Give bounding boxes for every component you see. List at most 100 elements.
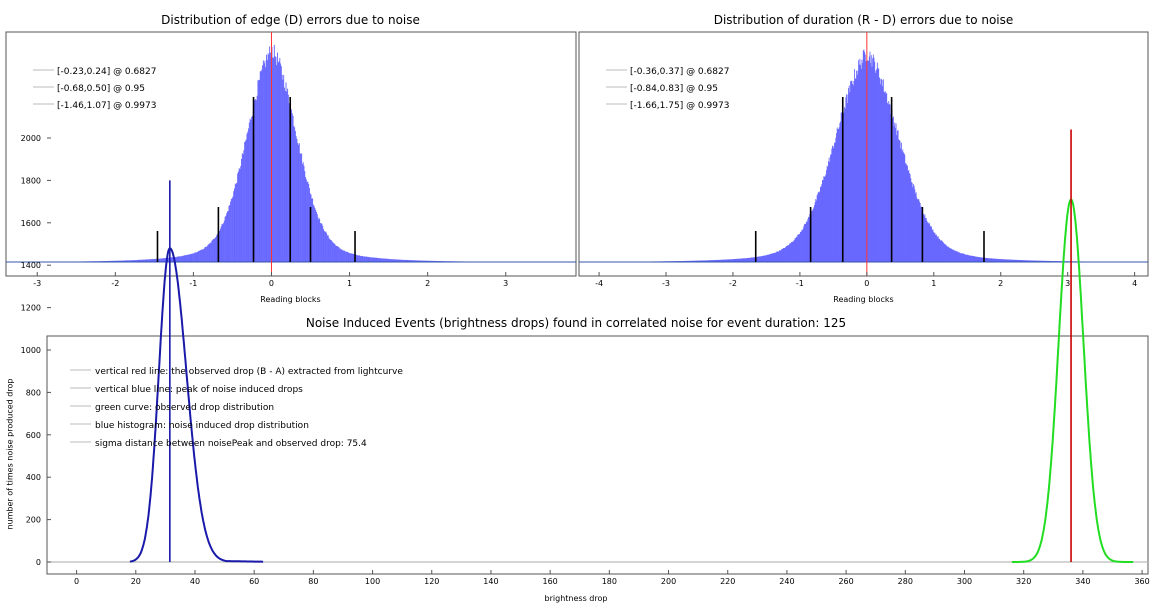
chart2-hist-bar (979, 257, 981, 262)
chart2-hist-bar (961, 253, 963, 262)
chart2-hist-bar (747, 257, 748, 262)
chart2-hist-bar (1020, 260, 1022, 262)
chart1-hist-bar (233, 191, 235, 262)
chart2-hist-bar (1042, 260, 1044, 262)
chart1-hist-bar (123, 260, 125, 262)
chart2-hist-bar (982, 257, 984, 262)
chart1-hist-bar (123, 260, 125, 262)
chart1-hist-bar (401, 259, 403, 262)
chart1-hist-bar (402, 259, 404, 262)
chart2-hist-bar (951, 248, 953, 262)
chart2-hist-bar (730, 259, 732, 262)
chart1-hist-bar (263, 63, 265, 262)
chart1-hist-bar (213, 238, 215, 262)
chart1-hist-bar (326, 235, 328, 262)
chart2-hist-bar (964, 254, 966, 262)
chart2-hist-bar (1028, 260, 1030, 262)
chart1-hist-bar (249, 118, 251, 263)
chart2-hist-bar (864, 51, 866, 262)
chart2-hist-bar (916, 197, 918, 262)
chart1-hist-bar (393, 259, 395, 262)
chart1-hist-bar (266, 54, 267, 262)
chart2-hist-bar (757, 256, 759, 262)
chart1-hist-bar (296, 138, 298, 262)
chart2-xtick-label: -3 (662, 279, 670, 288)
chart2-hist-bar (729, 259, 731, 262)
chart1-hist-bar (143, 259, 145, 262)
chart2-hist-bar (787, 245, 789, 262)
chart1-hist-bar (274, 56, 276, 262)
chart2-hist-bar (720, 259, 722, 262)
chart1-hist-bar (145, 259, 147, 262)
chart2-hist-bar (1022, 260, 1024, 262)
chart2-hist-bar (702, 260, 704, 262)
chart2-hist-bar (993, 258, 995, 262)
chart2-hist-bar (925, 217, 927, 262)
chart2-hist-bar (821, 184, 823, 262)
chart2-hist-bar (976, 256, 978, 262)
chart2-hist-bar (711, 260, 713, 262)
chart1-hist-bar (140, 259, 142, 262)
chart2-hist-bar (841, 112, 843, 262)
chart2-hist-bar (794, 238, 796, 262)
chart1-hist-bar (154, 258, 156, 262)
chart2-hist-bar (883, 91, 885, 262)
chart1-hist-bar (267, 53, 269, 262)
chart1-hist-bar (168, 257, 170, 262)
chart1-hist-bar (287, 88, 289, 262)
chart1-hist-bar (294, 130, 296, 262)
chart2-title: Distribution of duration (R - D) errors … (713, 13, 1014, 27)
chart2-hist-bar (1012, 259, 1014, 262)
chart1-hist-bar (346, 251, 348, 262)
chart2-hist-bar (1008, 259, 1010, 262)
chart2-hist-bar (1002, 259, 1004, 262)
chart1-xtick-label: -2 (111, 279, 119, 288)
chart2-hist-bar (772, 253, 774, 262)
chart2-hist-bar (938, 238, 940, 262)
chart1-hist-bar (170, 257, 172, 262)
chart2-hist-bar (779, 250, 781, 262)
chart2-hist-bar (699, 260, 701, 262)
chart2-group (578, 31, 1149, 277)
chart2-hist-bar (1042, 260, 1044, 262)
chart2-hist-bar (778, 251, 780, 262)
chart2-hist-bar (994, 258, 996, 262)
chart1-hist-bar (394, 259, 396, 262)
chart2-hist-bar (1028, 260, 1030, 262)
chart1-hist-bar (199, 250, 201, 262)
chart2-hist-bar (743, 258, 745, 262)
chart2-hist-bar (737, 258, 739, 262)
chart2-hist-bar (836, 127, 838, 263)
chart2-hist-bar (759, 256, 761, 262)
chart2-hist-bar (728, 259, 730, 262)
chart1-xtick-label: 0 (269, 279, 274, 288)
chart1-hist-bar (200, 250, 202, 262)
chart2-hist-bar (971, 255, 973, 262)
chart2-hist-bar (941, 240, 943, 262)
chart2-hist-bar (688, 260, 690, 262)
chart1-hist-bar (120, 260, 122, 262)
chart2-hist-bar (961, 253, 963, 262)
chart2-hist-bar (972, 256, 974, 262)
chart1-hist-bar (162, 258, 164, 262)
chart2-hist-bar (805, 223, 807, 262)
chart1-hist-bar (294, 127, 296, 262)
chart2-hist-bar (701, 260, 703, 262)
chart2-hist-bar (837, 129, 839, 262)
chart2-hist-bar (1043, 260, 1045, 262)
chart2-hist-bar (1044, 260, 1046, 262)
chart2-hist-bar (1048, 260, 1050, 262)
chart2-hist-bar (1001, 259, 1003, 262)
chart2-hist-bar (820, 186, 822, 262)
chart2-hist-bar (945, 245, 947, 262)
chart2-hist-bar (896, 135, 898, 262)
chart2-hist-bar (799, 234, 801, 262)
chart2-hist-bar (799, 231, 801, 262)
chart1-hist-bar (390, 259, 392, 262)
chart2-hist-bar (733, 259, 735, 262)
chart1-hist-bar (244, 142, 246, 262)
chart2-hist-bar (724, 259, 726, 262)
chart2-hist-bar (736, 258, 738, 262)
chart1-hist-bar (307, 181, 309, 262)
chart1-hist-bar (316, 214, 318, 262)
